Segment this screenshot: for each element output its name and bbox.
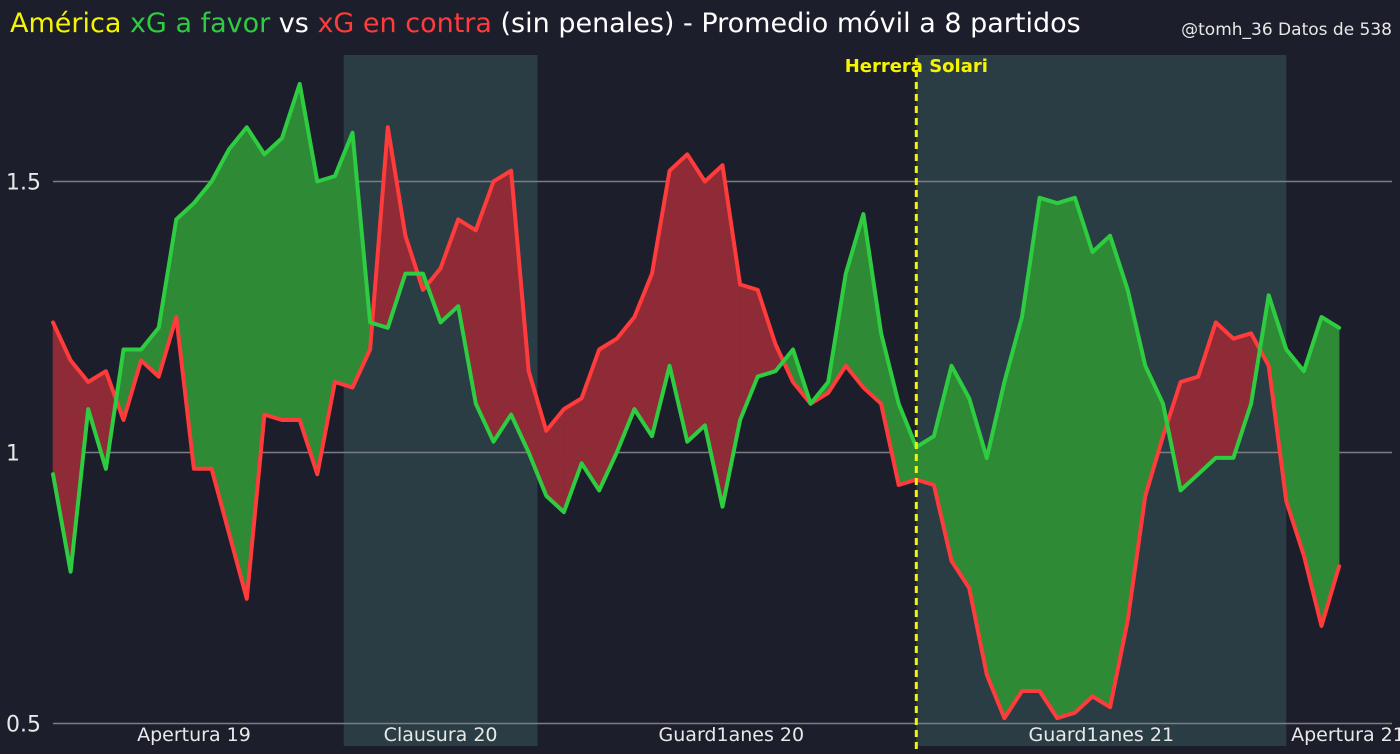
chart-credit: @tomh_36 Datos de 538 (1181, 20, 1392, 40)
annotation-label: Herrera Solari (845, 56, 988, 77)
annotations: Herrera Solari (845, 56, 988, 752)
fill-contra-segment (704, 164, 723, 507)
fill-contra-segment (1180, 376, 1199, 492)
y-axis-ticks: 0.5 1 1.5 (6, 171, 41, 738)
fill-favor-segment (228, 126, 248, 599)
season-label: Clausura 20 (384, 724, 498, 746)
title-part: xG a favor (121, 8, 271, 39)
title-part: vs (270, 8, 317, 39)
title-part: (sin penales) - Promedio móvil a 8 parti… (492, 8, 1081, 39)
fill-favor-segment (951, 365, 970, 590)
fill-favor-segment (1074, 197, 1093, 714)
fill-favor-segment (246, 126, 265, 599)
y-tick-label: 1 (6, 442, 20, 467)
season-label: Guard1anes 20 (659, 724, 805, 746)
fill-favor-segment (264, 137, 283, 421)
season-label: Guard1anes 21 (1029, 724, 1175, 746)
season-label: Apertura 19 (137, 724, 251, 746)
y-tick-label: 0.5 (6, 713, 41, 738)
fill-contra-segment (493, 170, 512, 443)
fill-contra-segment (1215, 321, 1234, 459)
fill-favor-segment (1092, 235, 1111, 708)
fill-favor-segment (1039, 197, 1058, 720)
y-tick-label: 1.5 (6, 171, 41, 196)
season-label: Apertura 21 (1291, 724, 1400, 746)
season-labels: Apertura 19 Clausura 20 Guard1anes 20 Guard… (137, 724, 1400, 746)
fill-favor-segment (193, 180, 212, 470)
fill-contra-segment (686, 153, 706, 443)
fill-contra-segment (52, 322, 71, 572)
line-xg-en-contra (51, 125, 1342, 721)
fill-contra-segment (563, 397, 582, 513)
title-part: xG en contra (317, 8, 492, 39)
chart-title: América xG a favor vs xG en contra (sin … (10, 8, 1081, 39)
title-part: América (10, 8, 121, 39)
series-lines (51, 81, 1342, 721)
line-xg-a-favor (51, 81, 1342, 574)
fill-favor-segment (1057, 197, 1076, 719)
